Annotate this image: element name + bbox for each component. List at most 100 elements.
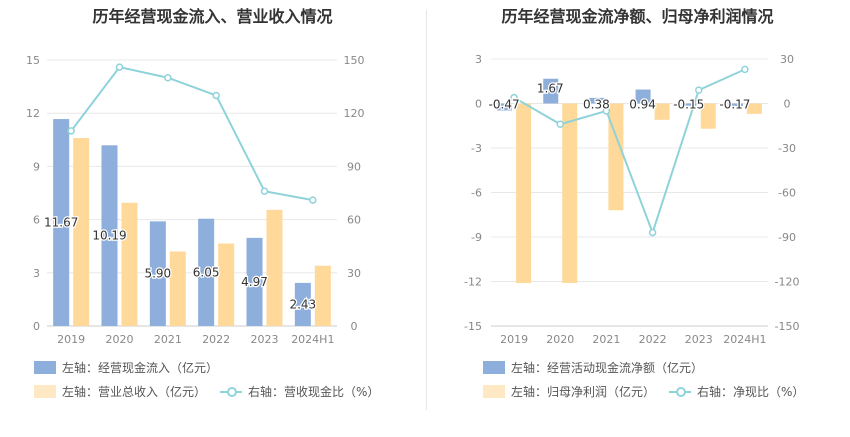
chart-title: 历年经营现金流入、营业收入情况 xyxy=(92,7,333,26)
line-point xyxy=(556,120,564,129)
right-axis-tick-label: -150 xyxy=(775,320,800,333)
left-axis-tick-label: -15 xyxy=(464,320,482,333)
data-label: 6.05 xyxy=(193,265,220,279)
line-point xyxy=(602,107,611,115)
right-axis-tick-label: -30 xyxy=(778,142,796,155)
bar-series-2 xyxy=(746,103,762,114)
legend-swatch xyxy=(34,385,56,398)
data-label: 0.94 xyxy=(629,98,656,112)
legend-item-net-ratio[interactable]: 右轴：净现比（%） xyxy=(669,383,804,400)
legend-label: 左轴：经营现金流入（亿元） xyxy=(62,361,219,375)
data-label: -0.47 xyxy=(489,98,520,112)
legend-swatch xyxy=(483,385,505,398)
line-series xyxy=(513,68,746,236)
line-point xyxy=(648,228,657,237)
bar-series-2 xyxy=(266,209,283,326)
legend-item-revenue[interactable]: 左轴：营业总收入（亿元） xyxy=(34,383,206,400)
left-axis-tick-label: -6 xyxy=(471,187,482,200)
line-point xyxy=(510,93,518,102)
legend-line-marker xyxy=(669,386,691,397)
bar-series-2 xyxy=(700,103,716,129)
left-axis-tick-label: 6 xyxy=(33,214,40,227)
right-axis-tick-label: 60 xyxy=(347,214,361,227)
line-series xyxy=(70,65,314,202)
bar-series-2 xyxy=(314,265,331,326)
legend-item-net-cashflow[interactable]: 左轴：经营活动现金流净额（亿元） xyxy=(483,359,703,376)
x-axis-tick-label: 2024H1 xyxy=(291,333,334,346)
x-axis-tick-label: 2024H1 xyxy=(723,333,766,346)
bar-series-2 xyxy=(73,138,90,326)
line-point xyxy=(164,73,172,82)
bar-series-2 xyxy=(516,103,532,283)
legend-item-ratio[interactable]: 右轴：营收现金比（%） xyxy=(220,383,379,400)
x-axis-tick-label: 2021 xyxy=(154,333,182,346)
data-label: -0.15 xyxy=(673,98,704,112)
left-axis-tick-label: 9 xyxy=(33,160,40,173)
data-label: 11.67 xyxy=(44,216,78,230)
data-label: 0.38 xyxy=(583,98,610,112)
left-axis-tick-label: 3 xyxy=(33,267,40,280)
right-axis-tick-label: 0 xyxy=(351,320,358,333)
data-label: 10.19 xyxy=(92,229,126,243)
right-axis-tick-label: -120 xyxy=(775,276,800,289)
x-axis-tick-label: 2022 xyxy=(202,333,230,346)
right-axis-tick-label: 120 xyxy=(344,107,365,120)
legend-label: 右轴：营收现金比（%） xyxy=(248,385,380,399)
left-axis-tick-label: 0 xyxy=(33,320,40,333)
data-label: -0.17 xyxy=(719,98,750,112)
x-axis-tick-label: 2020 xyxy=(106,333,134,346)
x-axis-tick-label: 2023 xyxy=(685,333,713,346)
right-axis-tick-label: -60 xyxy=(778,187,796,200)
right-axis-tick-label: 90 xyxy=(347,160,361,173)
line-point xyxy=(309,196,317,204)
bar-series-1 xyxy=(149,221,166,326)
bar-series-2 xyxy=(608,103,624,211)
bar-series-2 xyxy=(218,243,235,326)
left-axis-tick-label: 3 xyxy=(475,53,482,66)
bar-series-2 xyxy=(121,202,138,326)
bar-series-1 xyxy=(635,89,651,104)
x-axis-tick-label: 2019 xyxy=(500,333,528,346)
line-point xyxy=(115,63,124,71)
legend-label: 左轴：营业总收入（亿元） xyxy=(62,385,207,399)
legend-swatch xyxy=(483,361,505,374)
chart-panel-cashflow-inflow: 历年经营现金流入、营业收入情况 0 3 6 9 12 15 0 30 60 90 120 150 201… xyxy=(26,7,379,400)
right-axis-tick-label: 150 xyxy=(344,54,365,67)
line-point xyxy=(260,187,269,195)
bar-series-2 xyxy=(169,251,186,326)
legend-line-marker xyxy=(220,386,242,397)
right-axis-tick-label: 30 xyxy=(347,267,361,280)
bar-series-1 xyxy=(246,237,263,326)
bar-series-1 xyxy=(589,97,605,104)
bar-series-1 xyxy=(53,119,70,326)
line-point xyxy=(67,127,75,135)
left-axis-tick-label: -12 xyxy=(464,276,482,289)
data-label: 2.43 xyxy=(289,297,316,311)
line-point xyxy=(741,65,749,74)
right-axis-tick-label: -90 xyxy=(778,231,796,244)
legend-label: 右轴：净现比（%） xyxy=(697,385,805,399)
x-axis-tick-label: 2020 xyxy=(546,333,574,346)
chart-panel-net-cashflow: 历年经营现金流净额、归母净利润情况 3 0 -3 -6 -9 -12 -15 30 0 -30 -6… xyxy=(425,0,850,437)
bar-series-1 xyxy=(198,218,215,326)
data-label: 1.67 xyxy=(537,82,564,96)
left-axis-tick-label: 0 xyxy=(475,98,482,111)
right-axis-tick-label: 0 xyxy=(784,98,791,111)
right-axis-tick-label: 30 xyxy=(780,53,794,66)
legend-label: 左轴：经营活动现金流净额（亿元） xyxy=(511,361,704,375)
left-axis-tick-label: -9 xyxy=(471,231,482,244)
bar-series-1 xyxy=(497,103,513,111)
chart-title: 历年经营现金流净额、归母净利润情况 xyxy=(501,7,774,26)
bar-series-1 xyxy=(294,282,311,326)
panel-divider xyxy=(426,10,427,410)
legend-item-net-profit[interactable]: 左轴：归母净利润（亿元） xyxy=(483,383,655,400)
bar-series-2 xyxy=(562,103,578,283)
bar-series-1 xyxy=(727,103,743,107)
legend-item-cash-inflow[interactable]: 左轴：经营现金流入（亿元） xyxy=(34,359,218,376)
line-point xyxy=(695,86,703,94)
x-axis-tick-label: 2022 xyxy=(639,333,667,346)
left-axis-tick-label: 12 xyxy=(26,107,40,120)
left-axis-tick-label: -3 xyxy=(471,142,482,155)
